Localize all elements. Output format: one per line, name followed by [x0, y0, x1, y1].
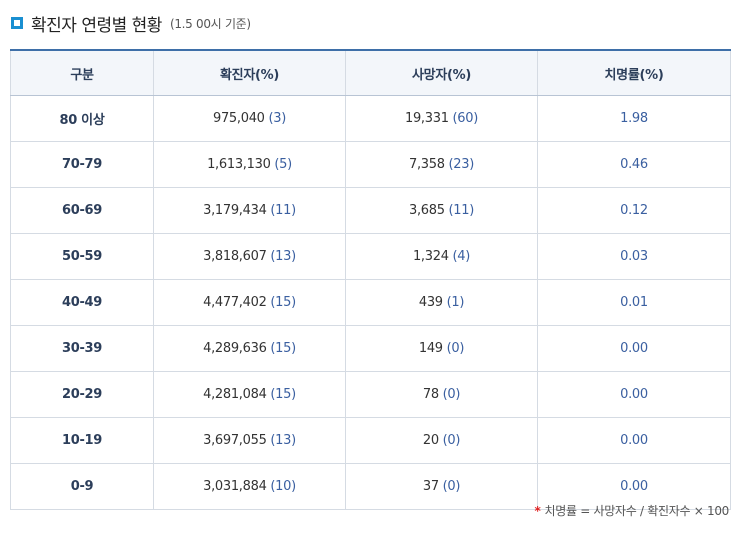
confirmed-percent: (11): [270, 203, 296, 218]
column-header-confirmed: 확진자(%): [153, 49, 346, 96]
confirmed-count: 3,031,884: [203, 479, 267, 494]
fatality-rate-cell: 0.00: [537, 325, 731, 372]
confirmed-percent: (15): [270, 387, 296, 402]
deaths-percent: (0): [442, 387, 461, 402]
section-title: 확진자 연령별 현황: [31, 15, 162, 36]
deaths-cell: 20 (0): [345, 417, 538, 464]
table-row: 60-69 3,179,434 (11) 3,685 (11) 0.12: [10, 187, 731, 234]
section-subtitle: (1.5 00시 기준): [169, 16, 251, 31]
deaths-percent: (4): [452, 249, 471, 264]
deaths-cell: 1,324 (4): [345, 233, 538, 280]
table-row: 10-19 3,697,055 (13) 20 (0) 0.00: [10, 417, 731, 464]
confirmed-count: 3,818,607: [203, 249, 267, 264]
deaths-count: 20: [422, 433, 439, 448]
confirmed-percent: (15): [270, 341, 296, 356]
confirmed-cell: 4,477,402 (15): [153, 279, 346, 326]
confirmed-cell: 3,697,055 (13): [153, 417, 346, 464]
deaths-percent: (60): [452, 111, 479, 126]
deaths-percent: (1): [446, 295, 465, 310]
confirmed-percent: (5): [274, 157, 292, 172]
age-stats-table-container: 구분 확진자(%) 사망자(%) 치명률(%) 80 이상 975,040 (3)…: [10, 49, 731, 510]
age-group-cell: 50-59: [10, 233, 154, 280]
table-header-row: 구분 확진자(%) 사망자(%) 치명률(%): [10, 49, 731, 96]
deaths-count: 78: [422, 387, 439, 402]
deaths-cell: 37 (0): [345, 463, 538, 510]
column-header-group: 구분: [10, 49, 154, 96]
fatality-rate-cell: 0.00: [537, 417, 731, 464]
age-group-cell: 40-49: [10, 279, 154, 326]
table-row: 20-29 4,281,084 (15) 78 (0) 0.00: [10, 371, 731, 418]
confirmed-cell: 4,281,084 (15): [153, 371, 346, 418]
deaths-count: 1,324: [412, 249, 449, 264]
age-group-cell: 60-69: [10, 187, 154, 234]
fatality-rate-cell: 0.12: [537, 187, 731, 234]
deaths-count: 3,685: [408, 203, 445, 218]
column-header-deaths: 사망자(%): [345, 49, 538, 96]
table-row: 70-79 1,613,130 (5) 7,358 (23) 0.46: [10, 141, 731, 188]
deaths-cell: 149 (0): [345, 325, 538, 372]
deaths-count: 7,358: [408, 157, 445, 172]
deaths-count: 439: [418, 295, 443, 310]
table-row: 40-49 4,477,402 (15) 439 (1) 0.01: [10, 279, 731, 326]
confirmed-cell: 3,179,434 (11): [153, 187, 346, 234]
deaths-count: 19,331: [404, 111, 449, 126]
footnote-text: 치명률 = 사망자수 / 확진자수 × 100: [544, 504, 730, 518]
deaths-percent: (0): [442, 479, 461, 494]
table-row: 50-59 3,818,607 (13) 1,324 (4) 0.03: [10, 233, 731, 280]
confirmed-count: 1,613,130: [207, 157, 271, 172]
column-header-fatality: 치명률(%): [537, 49, 731, 96]
confirmed-cell: 3,031,884 (10): [153, 463, 346, 510]
footnote-marker: *: [534, 504, 541, 518]
deaths-cell: 7,358 (23): [345, 141, 538, 188]
deaths-cell: 19,331 (60): [345, 95, 538, 142]
confirmed-count: 975,040: [212, 111, 265, 126]
confirmed-cell: 1,613,130 (5): [153, 141, 346, 188]
table-row: 0-9 3,031,884 (10) 37 (0) 0.00: [10, 463, 731, 510]
age-group-cell: 0-9: [10, 463, 154, 510]
table-body: 80 이상 975,040 (3) 19,331 (60) 1.98 70-79 1,61…: [10, 95, 731, 510]
age-group-cell: 20-29: [10, 371, 154, 418]
fatality-rate-cell: 0.00: [537, 371, 731, 418]
confirmed-count: 4,289,636: [203, 341, 267, 356]
deaths-count: 37: [422, 479, 439, 494]
deaths-percent: (23): [448, 157, 475, 172]
age-group-cell: 70-79: [10, 141, 154, 188]
footnote: * 치명률 = 사망자수 / 확진자수 × 100: [534, 502, 730, 519]
age-stats-table: 구분 확진자(%) 사망자(%) 치명률(%) 80 이상 975,040 (3)…: [10, 49, 731, 510]
fatality-rate-cell: 0.00: [537, 463, 731, 510]
fatality-rate-cell: 0.46: [537, 141, 731, 188]
confirmed-percent: (13): [270, 249, 296, 264]
age-group-cell: 80 이상: [10, 95, 154, 142]
deaths-cell: 3,685 (11): [345, 187, 538, 234]
age-group-cell: 10-19: [10, 417, 154, 464]
confirmed-percent: (15): [270, 295, 296, 310]
deaths-percent: (11): [448, 203, 475, 218]
deaths-percent: (0): [446, 341, 465, 356]
confirmed-cell: 3,818,607 (13): [153, 233, 346, 280]
fatality-rate-cell: 1.98: [537, 95, 731, 142]
confirmed-percent: (13): [270, 433, 296, 448]
deaths-cell: 439 (1): [345, 279, 538, 326]
age-group-cell: 30-39: [10, 325, 154, 372]
table-row: 30-39 4,289,636 (15) 149 (0) 0.00: [10, 325, 731, 372]
deaths-cell: 78 (0): [345, 371, 538, 418]
confirmed-count: 4,477,402: [203, 295, 267, 310]
confirmed-count: 4,281,084: [203, 387, 267, 402]
table-row: 80 이상 975,040 (3) 19,331 (60) 1.98: [10, 95, 731, 142]
confirmed-percent: (10): [270, 479, 296, 494]
section-header: 확진자 연령별 현황 (1.5 00시 기준): [11, 10, 251, 36]
confirmed-cell: 4,289,636 (15): [153, 325, 346, 372]
fatality-rate-cell: 0.01: [537, 279, 731, 326]
confirmed-count: 3,697,055: [203, 433, 267, 448]
confirmed-count: 3,179,434: [203, 203, 267, 218]
deaths-percent: (0): [442, 433, 461, 448]
deaths-count: 149: [418, 341, 443, 356]
confirmed-percent: (3): [268, 111, 287, 126]
confirmed-cell: 975,040 (3): [153, 95, 346, 142]
square-bullet-icon: [11, 17, 23, 29]
fatality-rate-cell: 0.03: [537, 233, 731, 280]
